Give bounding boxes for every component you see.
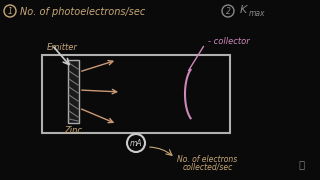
Text: K: K [240,5,247,15]
Text: No. of electrons: No. of electrons [177,155,237,164]
Bar [42,55,230,133]
Circle shape [127,134,145,152]
Text: mA: mA [130,139,142,148]
Text: 👆: 👆 [299,160,305,170]
Bar [68,60,79,123]
Text: Zinc: Zinc [64,126,82,135]
Text: max: max [249,8,266,17]
Text: - collector: - collector [208,37,250,46]
Text: 1: 1 [8,7,12,16]
Text: No. of photoelectrons/sec: No. of photoelectrons/sec [20,7,145,17]
Text: Emitter: Emitter [47,43,78,52]
Text: 2: 2 [226,7,230,16]
Text: collected/sec: collected/sec [183,163,233,172]
